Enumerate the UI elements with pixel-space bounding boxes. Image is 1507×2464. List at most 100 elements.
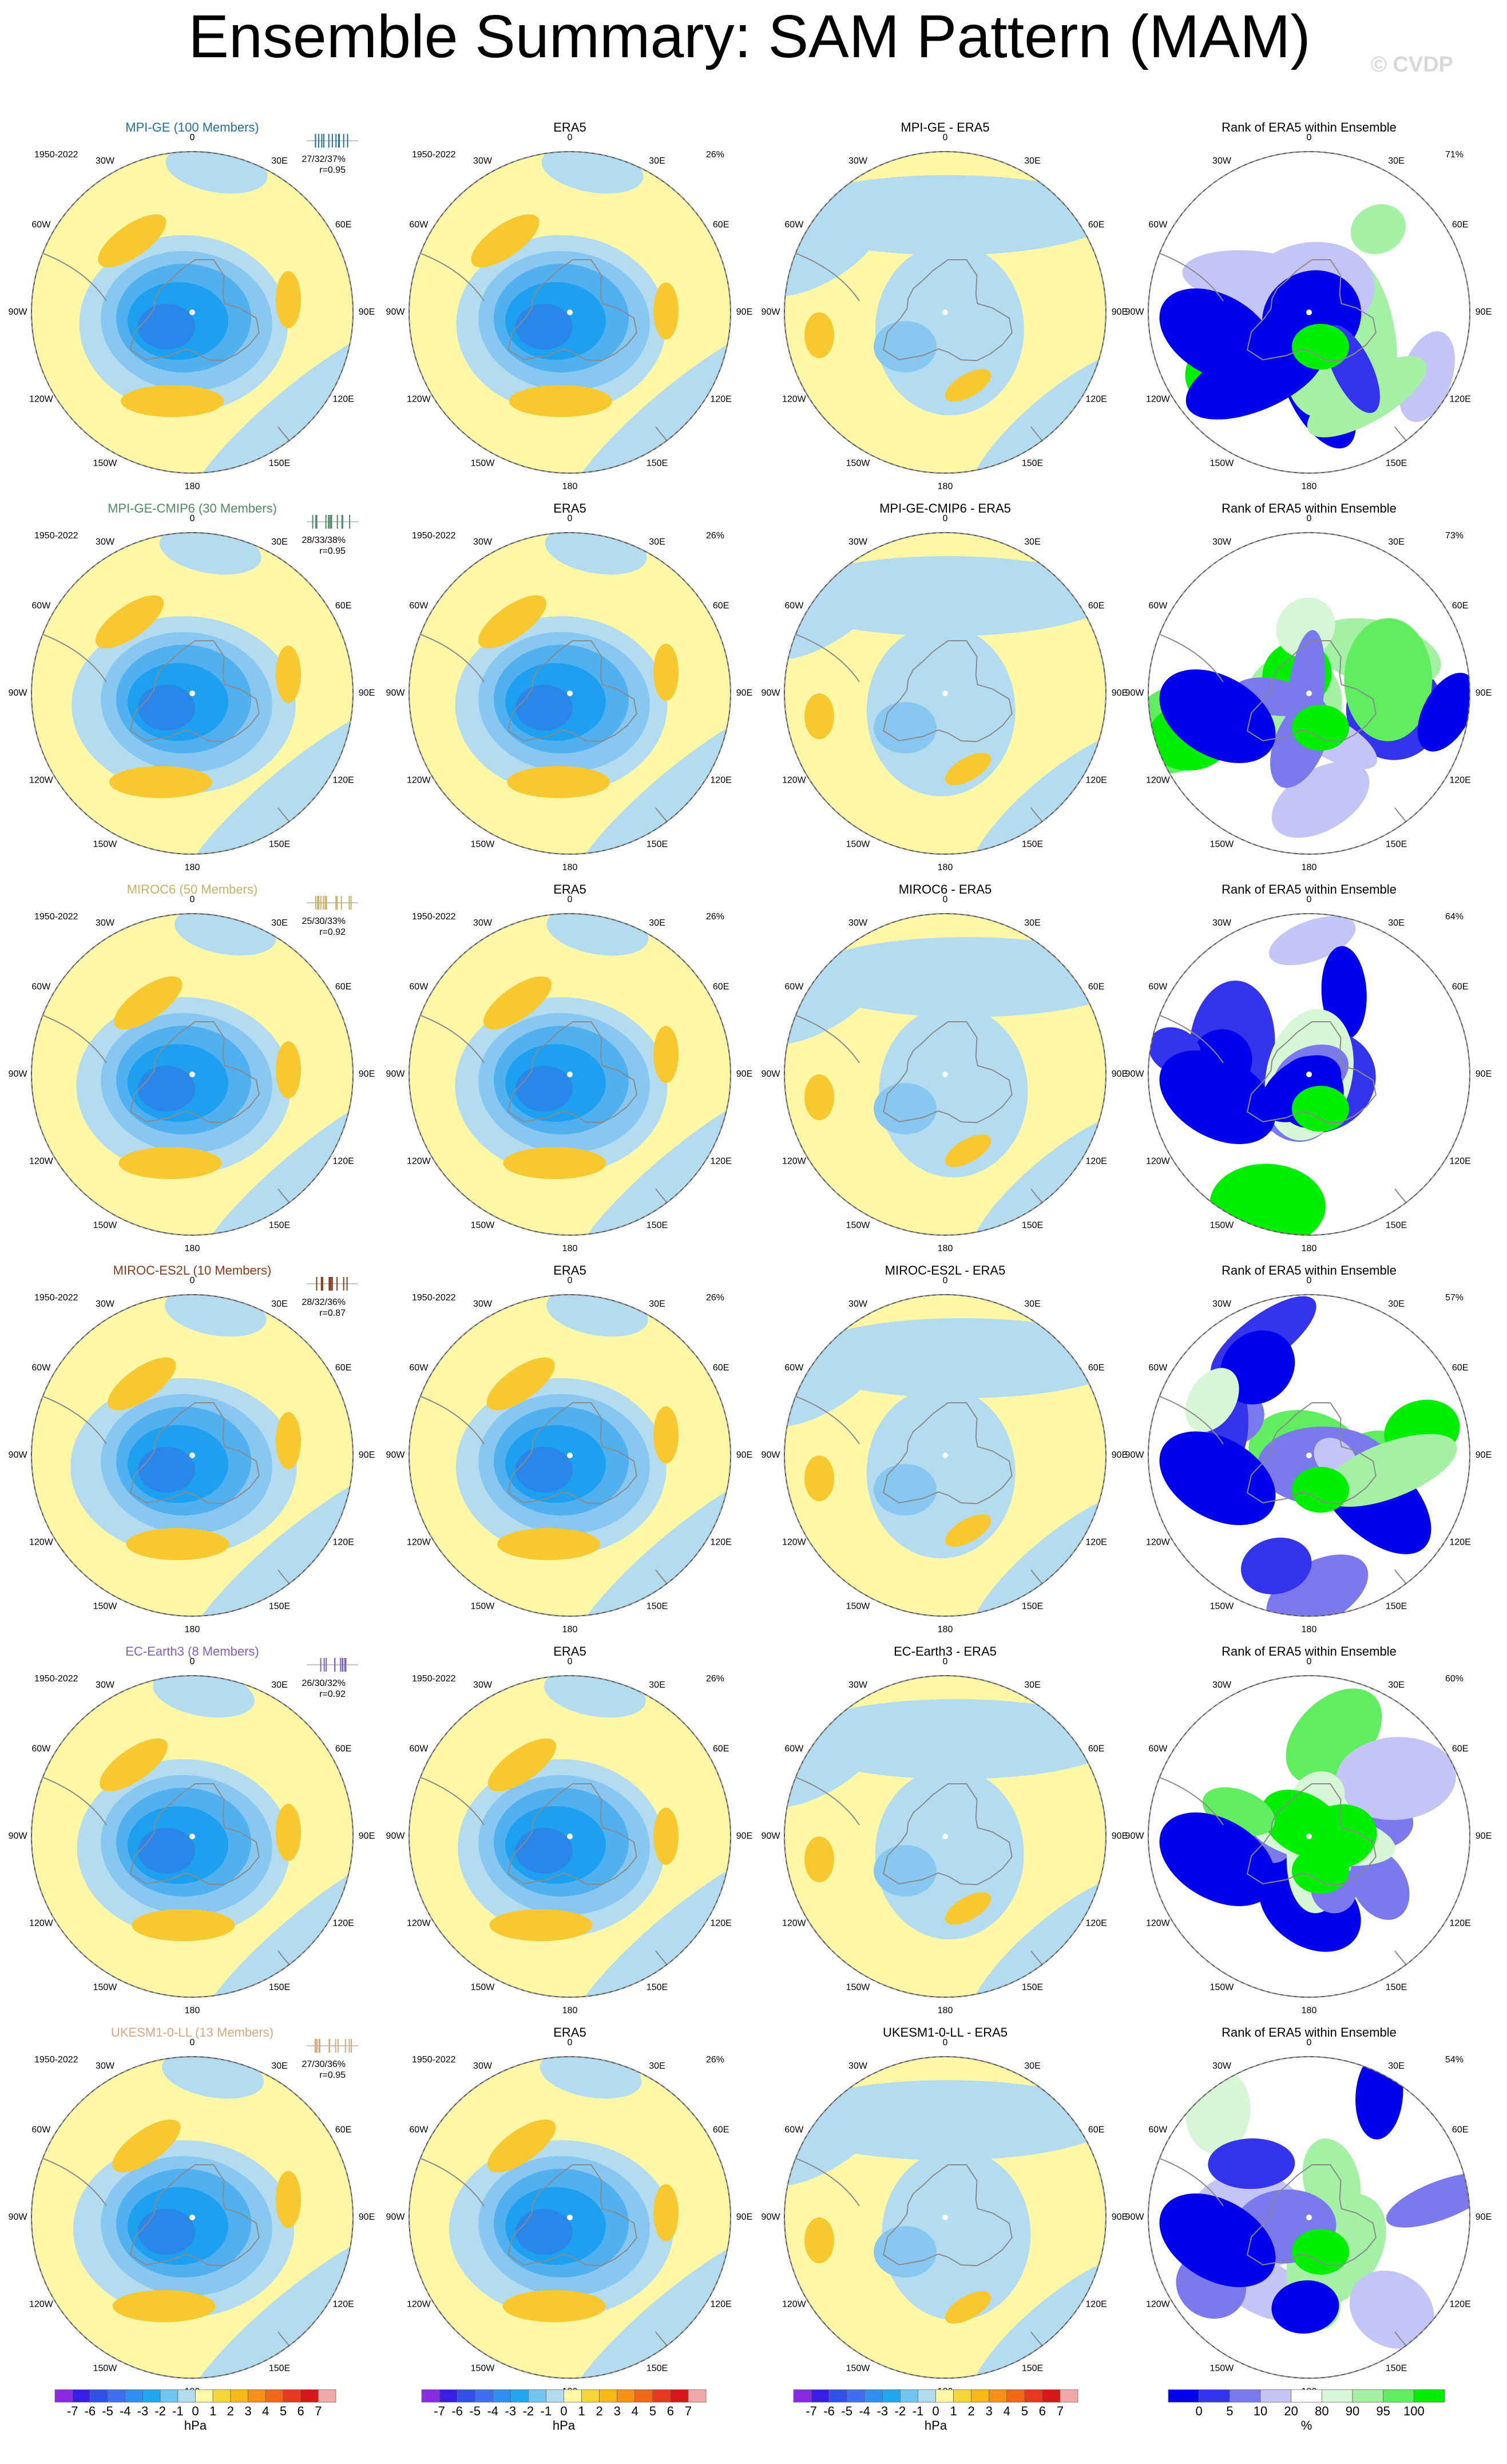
panel-title: Rank of ERA5 within Ensemble (1222, 882, 1397, 896)
map-border-dashed (409, 1675, 731, 1998)
coastline (409, 1392, 485, 1445)
longitude-label: 60W (409, 982, 429, 992)
contour-area (1159, 2193, 1276, 2287)
coastline (784, 2154, 860, 2207)
longitude-label: 60E (335, 601, 351, 611)
longitude-label: 60E (1088, 982, 1104, 992)
longitude-label: 150W (846, 839, 871, 849)
longitude-label: 0 (943, 1657, 948, 1667)
coastline (1246, 1402, 1377, 1505)
longitude-label: 150W (93, 1220, 118, 1230)
pole-marker (1306, 691, 1312, 696)
contour-area (1292, 1467, 1349, 1513)
contour-area (945, 1514, 992, 1547)
longitude-label: 150E (269, 1220, 290, 1230)
contour-area (138, 685, 195, 731)
longitude-label: 90E (359, 688, 375, 698)
coastline (784, 249, 860, 301)
contour-area (114, 976, 183, 1030)
model-title: MIROC-ES2L (10 Members) (113, 1263, 272, 1277)
correlation-label: r=0.95 (319, 2070, 346, 2080)
longitude-label: 30E (1024, 1299, 1040, 1309)
longitude-label: 120W (407, 1538, 431, 1548)
longitude-label: 90E (1112, 2212, 1128, 2222)
longitude-label: 90W (9, 1450, 28, 1460)
polar-map (1148, 2057, 1470, 2378)
contour-area (515, 1066, 573, 1112)
contour-area (804, 693, 834, 739)
polar-map (31, 1295, 353, 1616)
longitude-label: 120W (782, 776, 807, 785)
colorbar-box (1413, 2389, 1445, 2403)
longitude-label: 90W (386, 307, 406, 317)
longitude-label: 30E (1024, 1680, 1040, 1690)
longitude-label: 150E (1386, 839, 1407, 849)
longitude-label: 60W (409, 1744, 429, 1754)
longitude-label: 90W (386, 1831, 406, 1841)
colorbar-tick-label: -4 (120, 2404, 131, 2418)
longitude-label: 30E (1388, 2061, 1404, 2071)
colorbar-tick-label: 80 (1315, 2404, 1328, 2418)
longitude-label: 30W (473, 1299, 493, 1309)
longitude-label: 150W (846, 1982, 871, 1992)
longitude-label: 30W (473, 918, 493, 928)
coastline (129, 1021, 260, 1124)
model-title: MPI-GE-CMIP6 (30 Members) (108, 501, 277, 515)
pole-marker (189, 1072, 195, 1077)
colorbar-tick-label: -6 (823, 2404, 835, 2418)
longitude-label: 150W (93, 1982, 118, 1992)
panel-title: ERA5 (553, 120, 586, 134)
coastline (1148, 249, 1224, 301)
longitude-label: 120E (332, 2300, 354, 2310)
coastline (507, 1402, 637, 1505)
coastline (129, 640, 260, 743)
map-border-dashed (31, 151, 354, 474)
stats-label: 28/32/36% (302, 1298, 346, 1307)
longitude-label: 60W (409, 1363, 429, 1373)
colorbar-box (474, 2389, 493, 2403)
colorbar-box (581, 2389, 600, 2403)
longitude-label: 30W (473, 2061, 493, 2071)
colorbar-tick-label: 5 (649, 2404, 656, 2418)
longitude-label: 120W (29, 1538, 54, 1548)
longitude-label: 120E (1449, 776, 1470, 785)
longitude-label: 0 (1307, 133, 1312, 142)
coastline (129, 1402, 260, 1505)
coastline (1148, 1011, 1224, 1064)
contour-area (276, 2171, 301, 2228)
longitude-label: 90E (359, 1069, 375, 1079)
colorbar-tick-label: 20 (1284, 2404, 1298, 2418)
colorbar-box (599, 2389, 618, 2403)
contour-area (276, 1412, 301, 1470)
colorbar-tick-label: -6 (451, 2404, 463, 2418)
colorbar-box (793, 2389, 812, 2403)
period-label: 1950-2022 (34, 1674, 78, 1684)
panel-title: Rank of ERA5 within Ensemble (1222, 1644, 1397, 1658)
longitude-label: 90E (736, 2212, 752, 2222)
map-border-dashed (784, 1675, 1107, 1998)
longitude-label: 150E (1022, 458, 1043, 468)
longitude-label: 60W (1148, 2125, 1168, 2135)
longitude-label: 90E (1112, 1069, 1128, 1079)
longitude-label: 60E (1088, 220, 1104, 230)
colorbar-box (195, 2389, 213, 2403)
contour-area (276, 1041, 301, 1099)
contour-area (945, 369, 992, 402)
panel-title: Rank of ERA5 within Ensemble (1222, 1263, 1397, 1277)
longitude-label: 60E (713, 1363, 729, 1373)
map-border-dashed (1148, 2056, 1470, 2379)
longitude-label: 150W (93, 2363, 118, 2373)
longitude-label: 30E (649, 1680, 665, 1690)
longitude-label: 120E (710, 1157, 731, 1166)
colorbar-box (918, 2389, 936, 2403)
longitude-label: 90W (1125, 1831, 1145, 1841)
colorbar-box (811, 2389, 830, 2403)
colorbar-tick-label: 7 (315, 2404, 322, 2418)
contour-area (1292, 1848, 1349, 1894)
colorbar-tick-label: 0 (192, 2404, 199, 2418)
longitude-label: 90E (1476, 688, 1492, 698)
contour-area (945, 752, 992, 785)
panel-title: MPI-GE-CMIP6 - ERA5 (879, 501, 1011, 515)
longitude-label: 60E (1452, 220, 1468, 230)
